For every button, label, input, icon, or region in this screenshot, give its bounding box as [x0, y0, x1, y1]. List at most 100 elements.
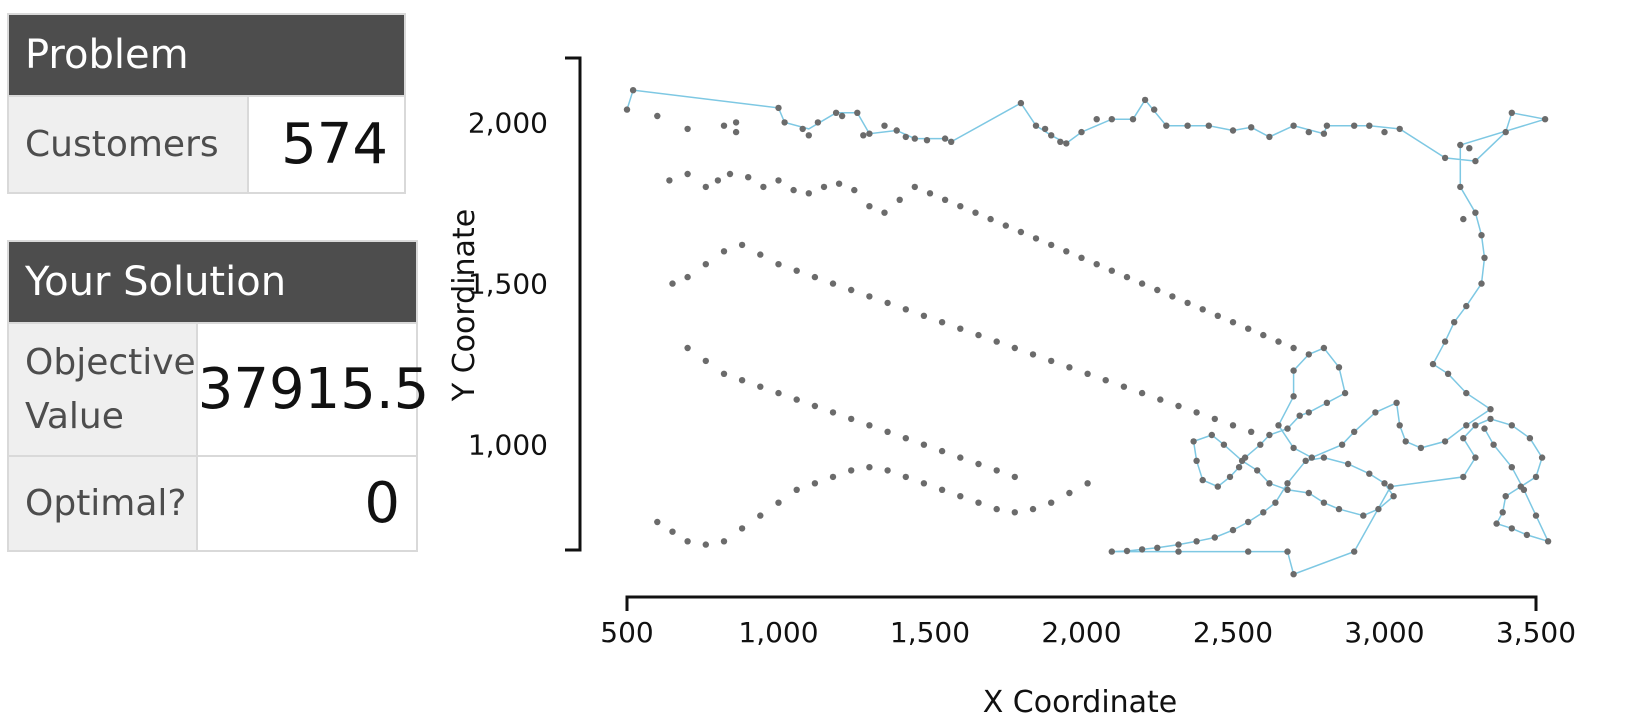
customer-point — [902, 435, 909, 442]
customer-point — [1169, 293, 1176, 300]
customer-point — [669, 528, 676, 535]
customer-point — [1508, 464, 1516, 471]
customer-point — [1102, 377, 1109, 384]
customer-point — [902, 133, 909, 141]
route-layer — [626, 89, 1550, 576]
customer-point — [1245, 325, 1252, 332]
customer-point — [1193, 409, 1200, 416]
customer-point — [1429, 360, 1437, 368]
customer-point — [1538, 454, 1546, 461]
customer-point — [1305, 409, 1313, 416]
customer-point — [760, 183, 767, 191]
customer-point — [1487, 406, 1494, 413]
customer-point — [1520, 486, 1528, 493]
customer-point — [1138, 546, 1146, 553]
customer-point — [1260, 331, 1267, 339]
customer-point — [860, 132, 867, 139]
customer-point — [1493, 520, 1500, 527]
problem-panel: Problem Customers 574 — [7, 13, 406, 194]
customer-point — [1472, 454, 1479, 461]
objective-value: 37915.5 — [197, 357, 430, 422]
customer-point — [1138, 389, 1146, 397]
customer-point — [1320, 130, 1328, 137]
customer-point — [1108, 267, 1116, 274]
customer-point — [1211, 534, 1219, 541]
customer-point — [1257, 441, 1264, 448]
customer-point — [1199, 306, 1206, 313]
customer-point — [1338, 441, 1346, 448]
customer-point — [1048, 241, 1055, 249]
customer-point — [1290, 122, 1297, 129]
customer-point — [993, 338, 1000, 345]
customer-point — [1305, 128, 1313, 136]
customer-point — [1523, 531, 1531, 539]
customer-point — [902, 306, 909, 313]
customer-point — [781, 119, 788, 126]
customer-point — [1451, 319, 1458, 326]
customer-point — [1017, 228, 1025, 236]
customer-point — [829, 409, 837, 416]
y-axis-title: Y Coordinate — [447, 209, 482, 402]
customer-point — [1472, 157, 1479, 165]
customer-point — [948, 138, 955, 145]
customer-point — [1211, 415, 1219, 423]
customer-point — [1457, 141, 1464, 149]
customer-point — [854, 109, 861, 117]
customer-point — [714, 177, 722, 184]
customer-point — [1214, 483, 1222, 490]
customer-point — [1381, 128, 1388, 136]
y-axis — [565, 56, 582, 552]
customer-point — [745, 174, 752, 181]
customer-point — [1351, 122, 1358, 129]
customer-point — [1320, 454, 1328, 461]
customer-point — [720, 538, 728, 545]
customer-point — [866, 293, 873, 300]
customer-point — [775, 177, 782, 184]
y-tick-label: 2,000 — [468, 106, 548, 139]
customer-point — [1011, 473, 1018, 481]
customer-point — [814, 119, 822, 126]
customer-point — [732, 119, 740, 126]
customer-point — [1508, 109, 1516, 117]
customer-point — [1502, 128, 1509, 136]
customer-point — [805, 132, 812, 139]
customer-point — [1341, 389, 1349, 397]
customer-point — [820, 183, 828, 191]
customer-point — [799, 125, 806, 133]
customer-point — [829, 473, 837, 481]
customer-point — [1396, 422, 1403, 429]
customer-point — [1335, 364, 1343, 371]
customer-point — [851, 186, 858, 194]
customer-point — [738, 377, 746, 384]
customer-point — [811, 273, 819, 281]
customer-point — [1057, 138, 1064, 145]
problem-header: Problem — [9, 15, 404, 95]
customer-point — [1184, 299, 1191, 307]
customer-point — [896, 196, 903, 203]
customer-point — [1441, 154, 1449, 162]
customer-point — [941, 196, 949, 203]
customer-point — [757, 512, 764, 519]
customer-point — [1390, 493, 1397, 500]
customer-point — [866, 203, 873, 210]
customer-point — [1214, 312, 1222, 319]
customer-point — [1335, 505, 1343, 513]
customer-point — [1302, 457, 1309, 464]
customer-point — [1248, 428, 1255, 435]
customer-point — [1499, 509, 1506, 516]
customer-point — [975, 331, 982, 339]
customer-point — [1381, 480, 1388, 487]
optimal-row: Optimal? 0 — [9, 455, 416, 550]
customer-point — [790, 186, 797, 194]
customer-point — [1245, 548, 1252, 555]
customer-point — [1441, 338, 1449, 345]
customer-point — [902, 473, 909, 481]
customer-point — [938, 319, 946, 326]
customer-point — [793, 486, 800, 493]
x-tick-label: 3,000 — [1344, 616, 1424, 649]
customer-point — [848, 286, 855, 294]
customer-point — [1472, 209, 1479, 216]
customer-point — [1229, 127, 1237, 134]
customer-point — [1220, 441, 1228, 448]
